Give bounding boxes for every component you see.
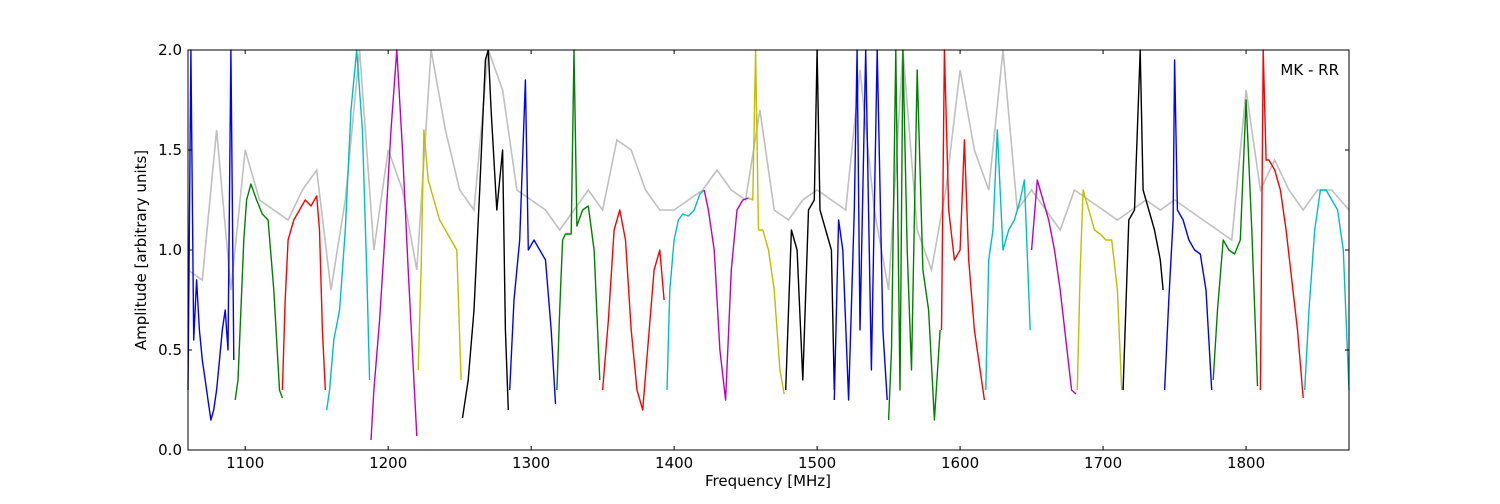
y-axis-ticks: 0.0 0.5 1.0 1.5 2.0 bbox=[158, 41, 1349, 459]
x-tick-label: 1600 bbox=[941, 454, 979, 472]
x-tick-label: 1100 bbox=[226, 454, 264, 472]
x-tick-label: 1200 bbox=[369, 454, 407, 472]
series-line-12 bbox=[703, 189, 749, 401]
series-line-8 bbox=[509, 79, 557, 405]
series-line-13 bbox=[748, 49, 785, 395]
series-line-1 bbox=[187, 49, 235, 421]
series-line-25 bbox=[1304, 189, 1350, 391]
series-line-22 bbox=[1163, 59, 1213, 391]
series-line-14 bbox=[785, 49, 835, 391]
series-line-4 bbox=[326, 49, 371, 411]
x-tick-label: 1300 bbox=[512, 454, 550, 472]
series-line-18 bbox=[985, 129, 1031, 391]
series-line-19 bbox=[1030, 179, 1077, 395]
series-line-5 bbox=[370, 49, 418, 441]
x-tick-label: 1800 bbox=[1227, 454, 1265, 472]
series-line-9 bbox=[556, 49, 601, 391]
series-line-16 bbox=[887, 49, 941, 421]
x-axis-label: Frequency [MHz] bbox=[705, 472, 831, 490]
series-line-24 bbox=[1259, 49, 1304, 399]
series-line-10 bbox=[601, 209, 665, 411]
chart-annotation: MK - RR bbox=[1280, 61, 1339, 79]
series-line-20 bbox=[1076, 189, 1123, 391]
series-line-17 bbox=[940, 49, 986, 401]
series-line-2 bbox=[234, 183, 284, 401]
series-line-23 bbox=[1212, 99, 1259, 387]
series-line-3 bbox=[281, 195, 326, 391]
y-tick-label: 2.0 bbox=[158, 41, 182, 59]
series-line-21 bbox=[1122, 49, 1164, 391]
y-tick-label: 1.5 bbox=[158, 141, 182, 159]
plot-area bbox=[187, 49, 1350, 441]
x-tick-label: 1700 bbox=[1084, 454, 1122, 472]
y-axis-label: Amplitude [arbitrary units] bbox=[132, 150, 150, 350]
series-line-11 bbox=[666, 189, 705, 391]
x-axis-ticks: 1100 1200 1300 1400 1500 1600 1700 1800 bbox=[226, 50, 1265, 472]
y-tick-label: 0.0 bbox=[158, 441, 182, 459]
y-tick-label: 1.0 bbox=[158, 241, 182, 259]
series-line-15 bbox=[833, 49, 888, 401]
x-tick-label: 1500 bbox=[798, 454, 836, 472]
series-line-7 bbox=[461, 49, 509, 419]
x-tick-label: 1400 bbox=[655, 454, 693, 472]
series-line-6 bbox=[417, 129, 462, 381]
y-tick-label: 0.5 bbox=[158, 341, 182, 359]
background-trace bbox=[187, 49, 1350, 291]
